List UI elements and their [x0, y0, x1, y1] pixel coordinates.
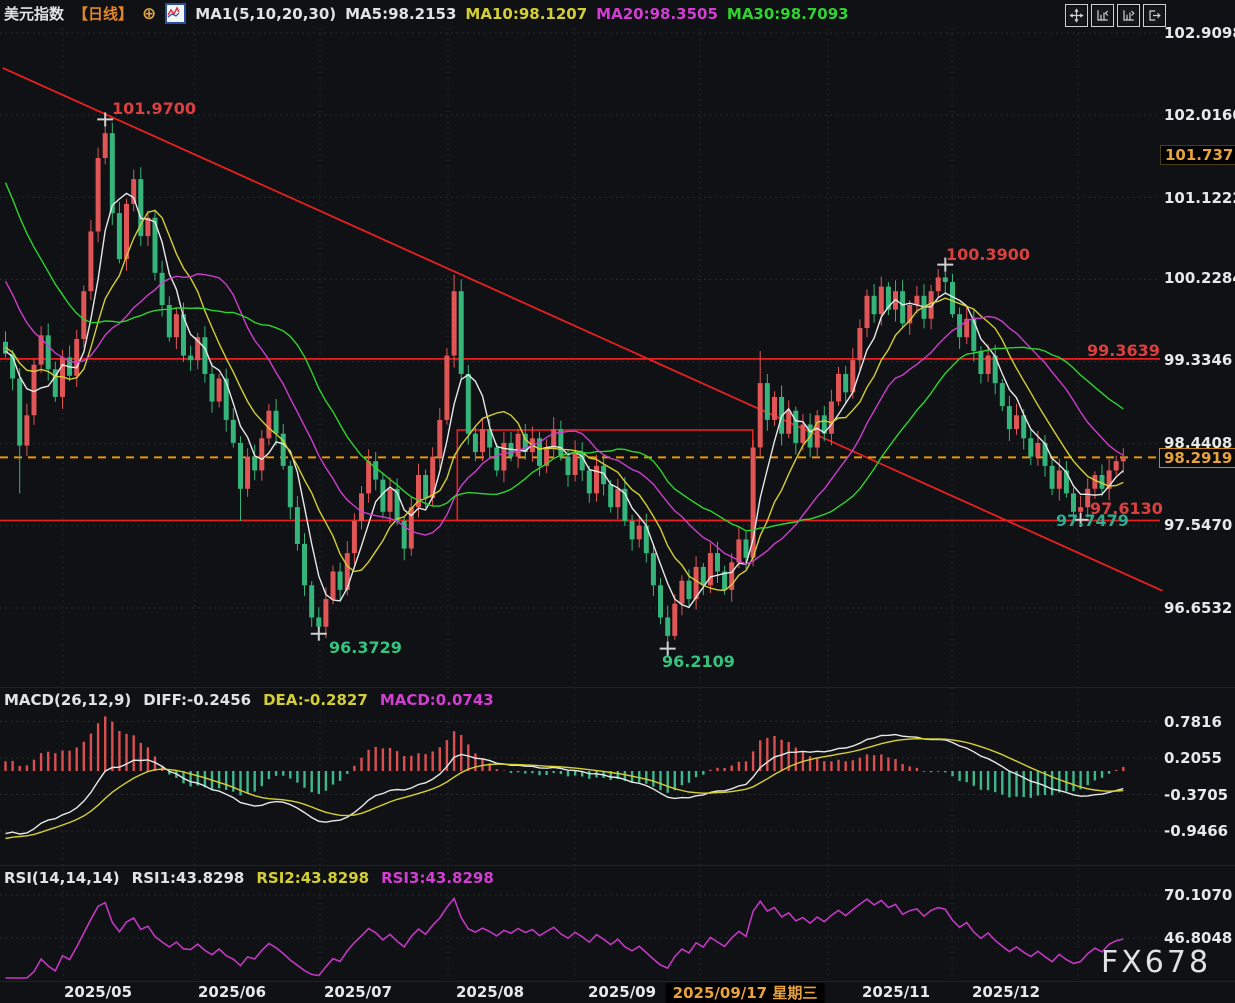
y-axis-label: 97.5470 [1164, 516, 1233, 534]
x-axis-label: 2025/06 [197, 983, 267, 1001]
watermark: FX678 [1101, 945, 1212, 980]
y-axis-label: 102.9098 [1164, 24, 1235, 42]
rsi3-value: RSI3:43.8298 [381, 869, 494, 887]
y-axis-label: 100.2284 [1164, 269, 1235, 287]
macd-dea-value: DEA:-0.2827 [263, 691, 368, 709]
x-axis-label: 2025/07 [323, 983, 393, 1001]
scale-left-icon[interactable] [1091, 4, 1114, 27]
current-price-label: 98.2919 [1159, 448, 1235, 468]
x-axis-label: 2025/11 [861, 983, 931, 1001]
macd-diff-value: DIFF:-0.2456 [143, 691, 252, 709]
y-axis-label: 101.1222 [1164, 189, 1235, 207]
panel-separator [0, 687, 1235, 688]
crosshair-date-label: 2025/09/17 星期三 [665, 983, 825, 1003]
rsi-title: RSI(14,14,14) [4, 869, 120, 887]
annotation-resistance: 99.3639 [1087, 341, 1160, 360]
axis-separator [0, 981, 1235, 982]
annotation-low-dec: 97.6130 [1090, 499, 1163, 518]
y-axis-label: 98.4408 [1164, 434, 1233, 452]
rsi-header: RSI(14,14,14) RSI1:43.8298 RSI2:43.8298 … [4, 869, 494, 887]
chart-header: 美元指数 【日线】 ⊕ MA1(5,10,20,30) MA5:98.2153 … [4, 3, 849, 24]
rsi-axis-label: 70.1070 [1164, 886, 1233, 904]
annotation-low-sep: 96.2109 [662, 652, 735, 671]
x-axis-label: 2025/09 [587, 983, 657, 1001]
chart-toolbar [1065, 4, 1166, 27]
annotation-support: 97.7479 [1056, 511, 1129, 530]
rsi1-value: RSI1:43.8298 [131, 869, 245, 887]
rsi-axis-label: 46.8048 [1164, 929, 1233, 947]
ma5-value: MA5:98.2153 [345, 4, 457, 23]
annotation-high-may: 101.9700 [112, 99, 197, 118]
ma-group-label: MA1(5,10,20,30) [195, 4, 337, 23]
ma20-value: MA20:98.3505 [596, 4, 718, 23]
annotation-low-jul: 96.3729 [329, 638, 402, 657]
macd-axis-label: -0.3705 [1164, 786, 1229, 804]
add-indicator-icon[interactable]: ⊕ [142, 3, 157, 24]
macd-axis-label: 0.2055 [1164, 749, 1222, 767]
y-axis-label: 102.0160 [1164, 106, 1235, 124]
chart-type-icon[interactable] [165, 3, 187, 24]
exit-icon[interactable] [1143, 4, 1166, 27]
y-axis-label: 96.6532 [1164, 599, 1233, 617]
macd-title: MACD(26,12,9) [4, 691, 132, 709]
period-selector[interactable]: 【日线】 [73, 5, 134, 23]
macd-axis-label: -0.9466 [1164, 822, 1229, 840]
annotation-high-nov: 100.3900 [946, 245, 1031, 264]
pan-icon[interactable] [1065, 4, 1088, 27]
panel-separator [0, 865, 1235, 866]
x-axis-label: 2025/08 [455, 983, 525, 1001]
ma10-value: MA10:98.1207 [465, 4, 588, 23]
macd-value: MACD:0.0743 [379, 691, 494, 709]
x-axis-label: 2025/05 [63, 983, 133, 1001]
symbol-title: 美元指数 [4, 5, 65, 23]
scale-right-icon[interactable] [1117, 4, 1140, 27]
rsi2-value: RSI2:43.8298 [256, 869, 370, 887]
y-axis-label: 99.3346 [1164, 351, 1233, 369]
macd-axis-label: 0.7816 [1164, 713, 1222, 731]
macd-header: MACD(26,12,9) DIFF:-0.2456 DEA:-0.2827 M… [4, 691, 494, 709]
ma30-value: MA30:98.7093 [726, 4, 849, 23]
x-axis-label: 2025/12 [971, 983, 1041, 1001]
